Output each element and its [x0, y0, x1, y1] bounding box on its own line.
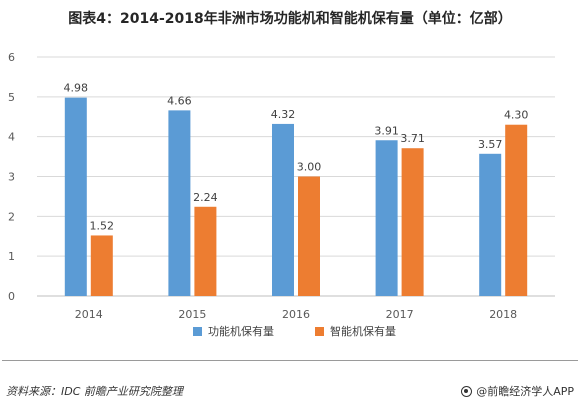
data-label: 1.52: [90, 219, 115, 232]
y-tick-label: 4: [8, 131, 15, 144]
bar-smartphone: [401, 148, 424, 296]
y-tick-label: 0: [8, 290, 15, 303]
bar-chart: 0 1 2 3 4 5 6 4.98 1.52 2014 4.66 2.24 2015 4.32 3.00 2…: [8, 51, 555, 338]
x-tick-label: 2016: [282, 308, 310, 321]
data-label: 4.66: [167, 94, 192, 107]
legend-label: 功能机保有量: [208, 324, 274, 338]
data-label: 4.98: [64, 82, 89, 95]
data-label: 3.91: [374, 124, 399, 137]
bar-feature-phone: [375, 140, 398, 296]
bar-smartphone: [505, 124, 528, 296]
legend-swatch: [315, 327, 324, 336]
x-tick-label: 2014: [75, 308, 103, 321]
data-label: 2.24: [193, 191, 218, 204]
data-label: 4.30: [504, 109, 529, 122]
bar-feature-phone: [272, 123, 294, 296]
chart-area: 0 1 2 3 4 5 6 4.98 1.52 2014 4.66 2.24 2015 4.32 3.00 2…: [0, 38, 580, 354]
bar-smartphone: [90, 235, 113, 296]
bar-feature-phone: [64, 97, 87, 296]
brand-label: @前瞻经济学人APP: [476, 385, 574, 398]
bar-feature-phone: [479, 153, 502, 296]
data-label: 3.00: [297, 161, 322, 174]
footer-divider: [2, 360, 578, 361]
y-tick-label: 2: [8, 210, 15, 223]
bar-feature-phone: [168, 110, 191, 296]
y-tick-label: 5: [8, 91, 15, 104]
data-label: 3.71: [400, 132, 425, 145]
y-tick-label: 6: [8, 51, 15, 64]
data-label: 4.32: [271, 108, 296, 121]
x-tick-label: 2018: [489, 308, 517, 321]
source-note: 资料来源：IDC 前瞻产业研究院整理: [6, 385, 183, 398]
footer: 资料来源：IDC 前瞻产业研究院整理 @前瞻经济学人APP: [6, 383, 574, 401]
legend-swatch: [193, 327, 202, 336]
y-tick-label: 3: [8, 171, 15, 184]
circle-logo-icon: [461, 385, 473, 397]
y-tick-label: 1: [8, 250, 15, 263]
legend-label: 智能机保有量: [330, 324, 396, 338]
x-tick-label: 2015: [178, 308, 206, 321]
brand-credit: @前瞻经济学人APP: [461, 383, 574, 399]
data-label: 3.57: [478, 138, 503, 151]
bar-smartphone: [298, 176, 320, 296]
bar-smartphone: [194, 206, 217, 296]
chart-title: 图表4：2014-2018年非洲市场功能机和智能机保有量（单位：亿部）: [68, 11, 512, 27]
x-tick-label: 2017: [386, 308, 414, 321]
